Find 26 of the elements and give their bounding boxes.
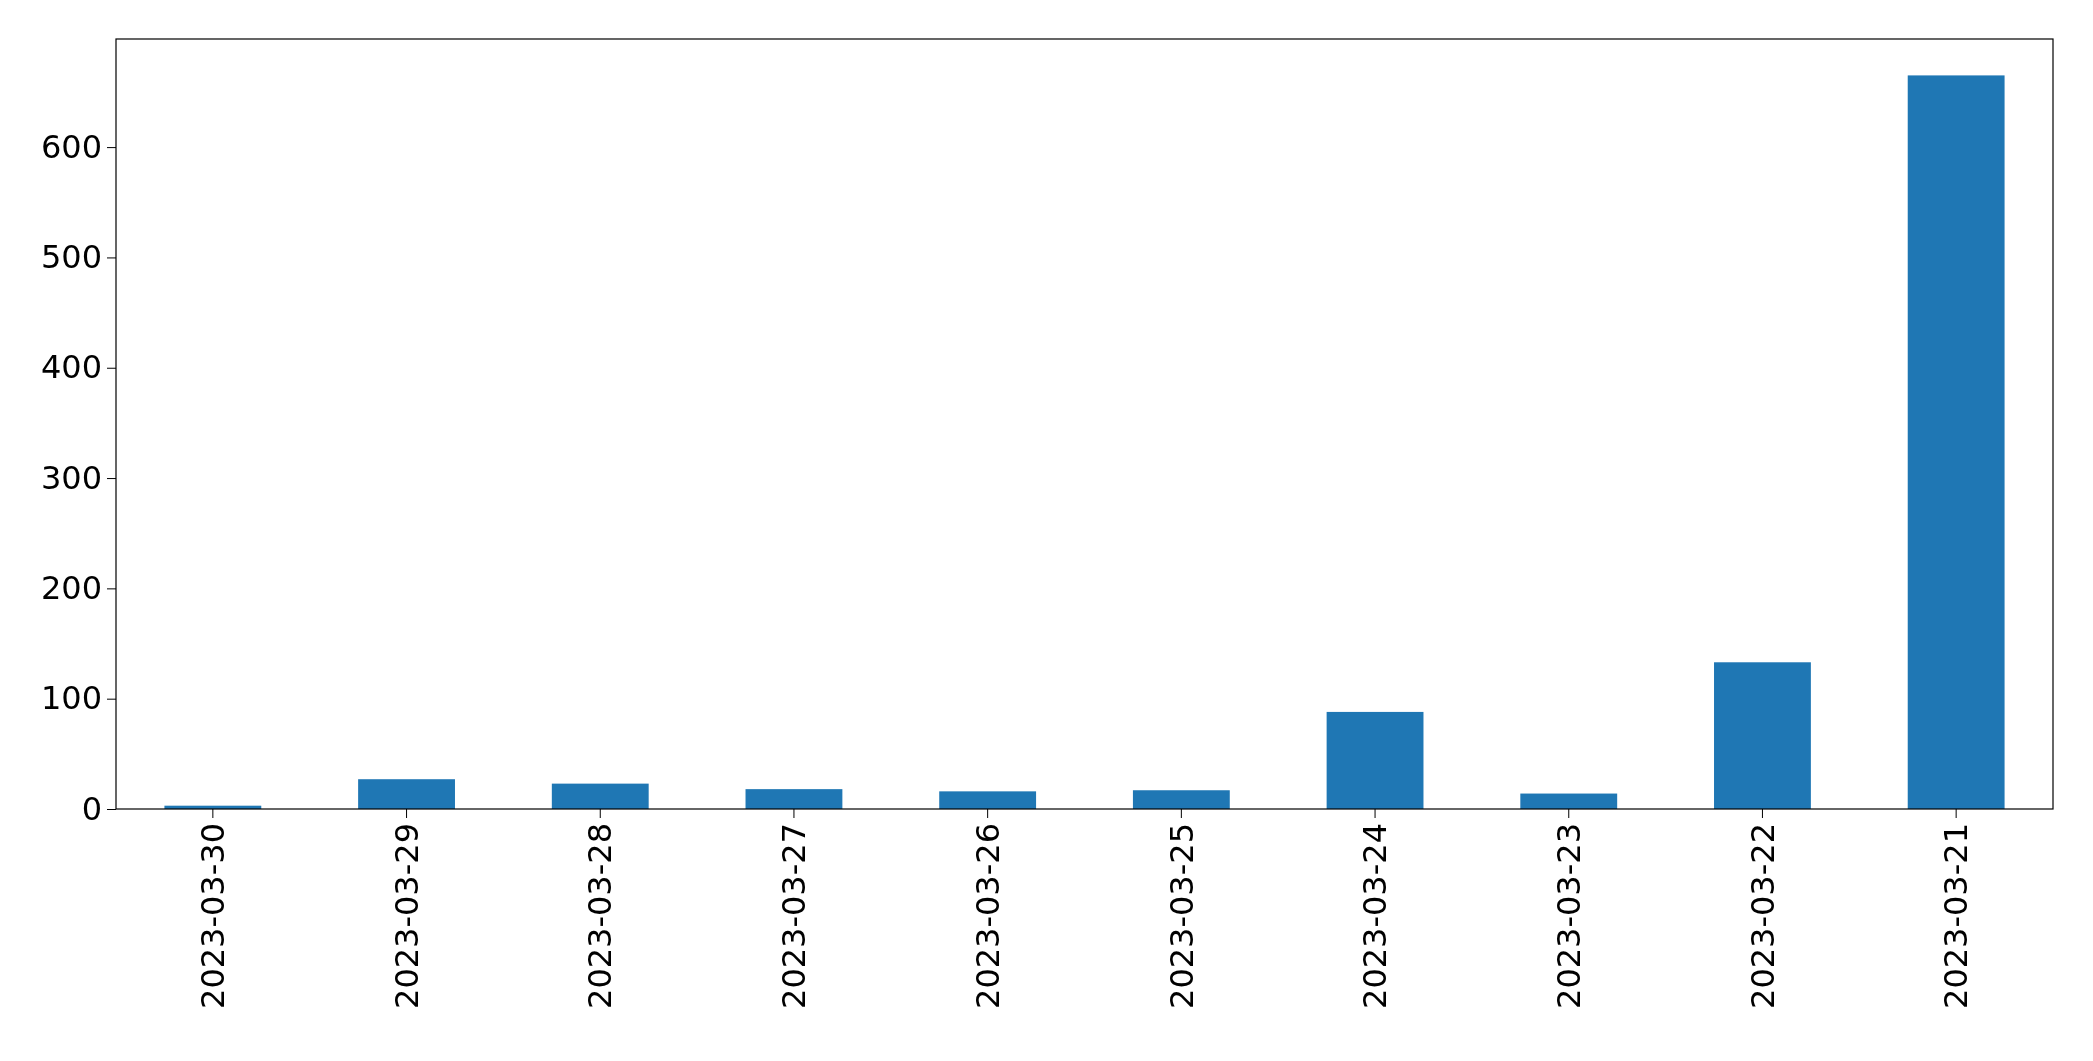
bar [551, 783, 649, 809]
y-tick-label: 100 [40, 679, 102, 718]
x-tick-label: 2023-03-25 [1162, 823, 1201, 1009]
y-tick-label: 0 [81, 789, 102, 828]
y-tick-label: 600 [40, 127, 102, 166]
x-tick-label: 2023-03-29 [387, 823, 426, 1009]
x-tick-label: 2023-03-21 [1937, 823, 1976, 1009]
bar [1132, 790, 1230, 809]
bar [1907, 75, 2005, 809]
bar [1714, 662, 1811, 809]
bar [939, 791, 1037, 809]
x-tick-label: 2023-03-30 [194, 823, 233, 1009]
y-tick-label: 400 [40, 348, 102, 387]
x-tick-label: 2023-03-23 [1549, 823, 1588, 1009]
y-tick-label: 200 [40, 569, 102, 608]
x-tick-label: 2023-03-22 [1743, 823, 1782, 1009]
bar [1326, 711, 1424, 809]
bar [358, 779, 455, 809]
x-tick-label: 2023-03-26 [968, 823, 1007, 1009]
y-tick-label: 300 [40, 458, 102, 497]
y-tick-label: 500 [40, 238, 102, 277]
bar [1520, 793, 1618, 809]
x-tick-label: 2023-03-28 [581, 823, 620, 1009]
x-tick-label: 2023-03-27 [775, 823, 814, 1009]
bar [745, 789, 843, 809]
x-tick-label: 2023-03-24 [1356, 823, 1395, 1009]
